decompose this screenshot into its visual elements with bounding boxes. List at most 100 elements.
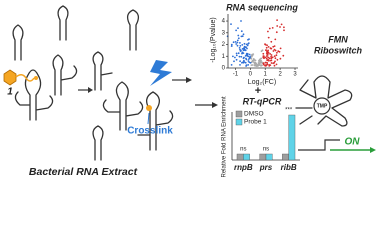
x-tick-label: 1 — [264, 72, 268, 78]
y-tick-label: 0 — [222, 66, 226, 72]
volcano-dot — [234, 56, 236, 59]
volcano-dot — [279, 26, 281, 28]
volcano-dot — [250, 57, 253, 60]
volcano-dot — [253, 61, 255, 63]
volcano-dot — [271, 56, 274, 59]
volcano-dot — [251, 54, 254, 57]
volcano-dot — [250, 64, 253, 66]
volcano-dot — [268, 27, 271, 30]
volcano-dot — [270, 47, 272, 50]
y-tick-label: 4 — [222, 19, 226, 25]
volcano-dot — [249, 61, 252, 64]
probe-label: 1 — [7, 87, 13, 98]
qpcr-title: RT-qPCR — [243, 96, 282, 106]
volcano-dot — [248, 53, 251, 56]
volcano-dot — [275, 54, 278, 57]
volcano-dot — [262, 52, 265, 55]
bar — [243, 153, 250, 161]
volcano-dot — [264, 43, 267, 46]
volcano-dot — [237, 52, 240, 55]
volcano-dot — [242, 33, 245, 36]
volcano-dot — [243, 59, 245, 62]
legend-label: Probe 1 — [244, 119, 267, 126]
volcano-dot — [276, 19, 278, 21]
volcano-dot — [273, 64, 276, 67]
volcano-dot — [262, 55, 265, 58]
volcano-dot — [276, 25, 279, 27]
volcano-dot — [243, 45, 246, 48]
volcano-dot — [283, 29, 285, 32]
volcano-dot — [270, 54, 273, 56]
volcano-dot — [243, 56, 245, 59]
volcano-dot — [277, 50, 280, 53]
y-tick-label: 1 — [222, 54, 226, 60]
volcano-dot — [268, 65, 271, 67]
x-tick-label: prs — [259, 163, 273, 172]
volcano-dot — [270, 59, 273, 62]
volcano-dot — [241, 44, 244, 46]
volcano-dot — [282, 54, 285, 57]
volcano-dot — [239, 45, 242, 47]
volcano-dot — [266, 50, 269, 53]
volcano-dot — [273, 55, 276, 58]
x-tick-label: ribB — [281, 163, 297, 172]
rna-extract-illustration — [12, 5, 192, 161]
volcano-dot — [243, 42, 246, 45]
volcano-dot — [279, 47, 282, 50]
volcano-dot — [240, 20, 242, 22]
y-tick-label: 2 — [222, 42, 226, 48]
volcano-dot — [268, 57, 271, 60]
riboswitch-title: Riboswitch — [314, 45, 363, 55]
volcano-dot — [265, 57, 268, 60]
volcano-y-label: -Log₁₀(Pvalue) — [210, 17, 217, 62]
significance-label: *** — [285, 108, 293, 114]
volcano-dot — [246, 44, 249, 47]
x-tick-label: rnpB — [234, 163, 253, 172]
volcano-x-label: Log₂(FC) — [248, 79, 276, 86]
volcano-dot — [258, 62, 260, 65]
volcano-dot — [270, 57, 273, 60]
light-icon — [150, 60, 172, 86]
volcano-dot — [270, 40, 273, 43]
volcano-dot — [254, 64, 257, 67]
volcano-dot — [274, 38, 277, 41]
volcano-dot — [247, 42, 250, 45]
bar — [259, 153, 267, 161]
volcano-dot — [235, 58, 238, 61]
volcano-dot — [258, 59, 260, 62]
volcano-dot — [238, 55, 241, 58]
riboswitch-illustration — [295, 75, 376, 153]
x-tick-label: 0 — [249, 72, 253, 78]
plus-sign: + — [255, 85, 261, 97]
volcano-dot — [247, 60, 250, 62]
volcano-dot — [247, 38, 249, 41]
volcano-dot — [240, 30, 243, 33]
volcano-dot — [260, 59, 262, 62]
legend-label: DMSO — [244, 111, 264, 118]
volcano-dot — [239, 60, 242, 63]
arrowhead — [212, 102, 218, 108]
volcano-dot — [262, 62, 265, 65]
volcano-dot — [240, 55, 243, 58]
x-tick-label: 3 — [293, 72, 297, 78]
volcano-dot — [255, 62, 257, 65]
volcano-dot — [244, 49, 247, 52]
volcano-dot — [280, 23, 283, 26]
volcano-dot — [267, 36, 270, 39]
volcano-dot — [237, 37, 240, 40]
significance-label: ns — [240, 147, 246, 153]
volcano-dot — [260, 65, 262, 67]
volcano-dot — [236, 44, 239, 47]
volcano-dot — [274, 49, 277, 52]
volcano-dot — [270, 55, 272, 58]
volcano-dot — [251, 64, 254, 66]
volcano-dot — [242, 47, 245, 49]
qpcr-y-label: Relative Fold RNA Enrichment — [222, 96, 228, 177]
volcano-dot — [230, 43, 233, 46]
volcano-dot — [242, 49, 245, 52]
volcano-dot — [235, 29, 238, 32]
volcano-dot — [266, 63, 269, 66]
volcano-dot — [233, 60, 235, 63]
volcano-dot — [235, 54, 238, 57]
crosslink-pointer — [147, 112, 150, 125]
